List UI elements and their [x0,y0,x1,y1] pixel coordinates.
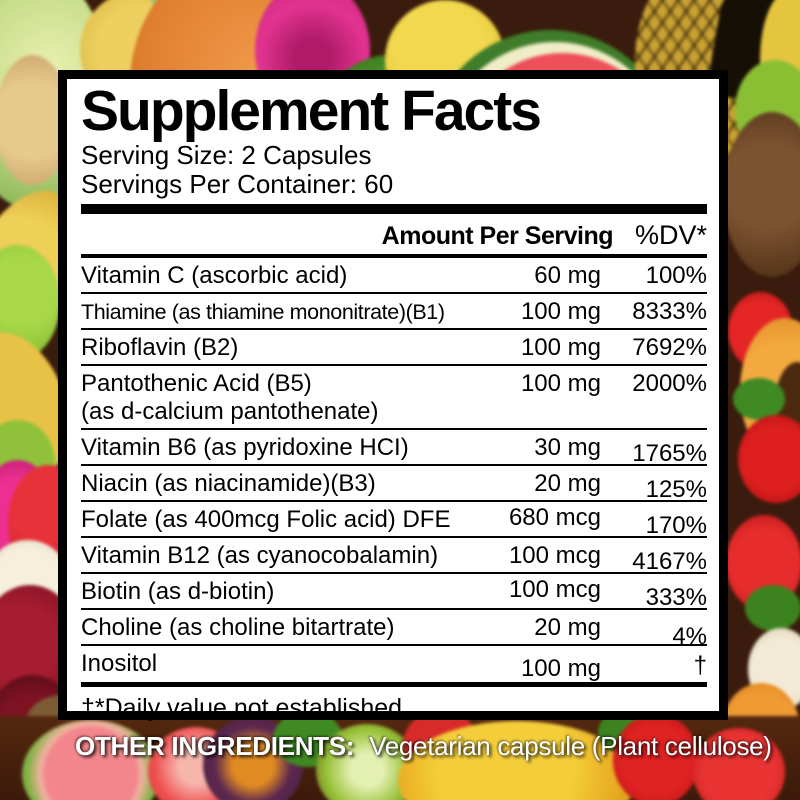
table-row: Thiamine (as thiamine mononitrate)(B1) 1… [81,294,707,331]
footnote-rule [81,682,707,688]
coconut-image [723,112,800,277]
nutrient-name-line1: Folate (as 400mcg Folic acid) DFE [81,506,451,534]
nutrient-amount: 20 mg [534,470,601,498]
nutrient-dv: 1765% [632,440,707,468]
nutrient-dv: 8333% [632,298,707,326]
nutrient-name-line1: Niacin (as niacinamide)(B3) [81,470,376,498]
nutrient-name: Vitamin B12 (as cyanocobalamin) [81,542,495,570]
nutrient-table: Vitamin C (ascorbic acid) 60 mg 100% Thi… [81,258,707,683]
strawberry-right2-image [738,415,800,503]
percent-dv-header: %DV* [634,220,707,251]
nutrient-name-line1: Pantothenic Acid (B5) [81,370,312,398]
nutrient-amount: 100 mcg [508,576,601,604]
nutrient-amount: 30 mg [534,434,601,462]
other-ingredients-value: Vegetarian capsule (Plant cellulose) [369,731,772,761]
nutrient-name: Choline (as choline bitartrate) [81,614,495,642]
nutrient-amount: 100 mg [520,370,601,398]
nutrient-amount: 100 mg [520,334,601,362]
table-row: Vitamin B12 (as cyanocobalamin) 100 mcg … [81,538,707,576]
serving-size-text: Serving Size: 2 Capsules [81,140,372,171]
servings-per-container-text: Servings Per Container: 60 [81,169,394,200]
table-row: Choline (as choline bitartrate) 20 mg 4% [81,610,707,650]
table-row: Inositol 100 mg † [81,646,707,683]
nutrient-name: Inositol [81,650,495,678]
table-row: Vitamin B6 (as pyridoxine HCI) 30 mg 176… [81,430,707,468]
nutrient-name: Pantothenic Acid (B5) (as d-calcium pant… [81,370,495,426]
nutrient-name: Niacin (as niacinamide)(B3) [81,470,495,498]
nutrient-name: Folate (as 400mcg Folic acid) DFE [81,506,495,534]
nutrient-name: Vitamin C (ascorbic acid) [81,262,495,290]
nutrient-name: Biotin (as d-biotin) [81,578,495,606]
nutrient-amount: 20 mg [534,614,601,642]
strawberry-bottom2-image [613,714,699,800]
nutrient-amount: 100 mg [520,655,601,683]
supplement-facts-panel: Supplement Facts Serving Size: 2 Capsule… [58,70,728,722]
strawberry-greens-right2-image [745,585,800,631]
nutrient-name: Thiamine (as thiamine mononitrate)(B1) [81,298,495,326]
nutrient-amount: 100 mcg [508,542,601,570]
nutrient-name-line1: Biotin (as d-biotin) [81,578,275,606]
nutrient-name: Riboflavin (B2) [81,334,495,362]
nutrient-amount: 680 mcg [508,504,601,532]
nutrient-name-line1: Vitamin B6 (as pyridoxine HCI) [81,434,409,462]
table-header: Amount Per Serving %DV* [81,214,707,254]
nutrient-dv: 125% [645,476,707,504]
thick-divider [81,204,707,215]
table-row: Biotin (as d-biotin) 100 mcg 333% [81,574,707,612]
guava-image [22,720,160,800]
table-row: Riboflavin (B2) 100 mg 7692% [81,330,707,367]
amount-per-serving-header: Amount Per Serving [381,222,614,251]
nutrient-dv: 2000% [632,370,707,398]
nutrient-dv: 7692% [632,334,707,362]
nutrient-dv: 333% [645,584,707,612]
nutrient-name-line1: Choline (as choline bitartrate) [81,614,395,642]
nutrient-amount: 60 mg [534,262,601,290]
nutrient-name-line2: (as d-calcium pantothenate) [81,398,379,426]
daily-value-footnote: †*Daily value not established [81,694,403,723]
facts-title: Supplement Facts [81,79,542,143]
nutrient-amount: 100 mg [520,298,601,326]
nutrient-name-line1: Vitamin B12 (as cyanocobalamin) [81,542,439,570]
nutrient-name-line1: Vitamin C (ascorbic acid) [81,262,348,290]
nutrient-dv: 170% [645,512,707,540]
strawberry-greens-right-image [733,378,785,420]
table-row: Folate (as 400mcg Folic acid) DFE 680 mc… [81,502,707,540]
nutrient-dv: 100% [645,262,707,290]
header-rule [81,254,707,259]
table-row: Vitamin C (ascorbic acid) 60 mg 100% [81,258,707,295]
table-row: Niacin (as niacinamide)(B3) 20 mg 125% [81,466,707,504]
nutrient-name: Vitamin B6 (as pyridoxine HCI) [81,434,495,462]
nutrient-dv: 4% [672,623,707,651]
nutrient-name-line1: Thiamine (as thiamine mononitrate)(B1) [81,300,445,325]
nutrient-dv: † [693,652,707,680]
nutrient-name-line1: Riboflavin (B2) [81,334,239,362]
other-ingredients-label: OTHER INGREDIENTS: [75,731,355,761]
table-row: Pantothenic Acid (B5) (as d-calcium pant… [81,366,707,431]
strawberry-bottom3-image [693,728,785,800]
nutrient-dv: 4167% [632,548,707,576]
other-ingredients-line: OTHER INGREDIENTS: Vegetarian capsule (P… [75,731,772,762]
nutrient-name-line1: Inositol [81,650,158,678]
